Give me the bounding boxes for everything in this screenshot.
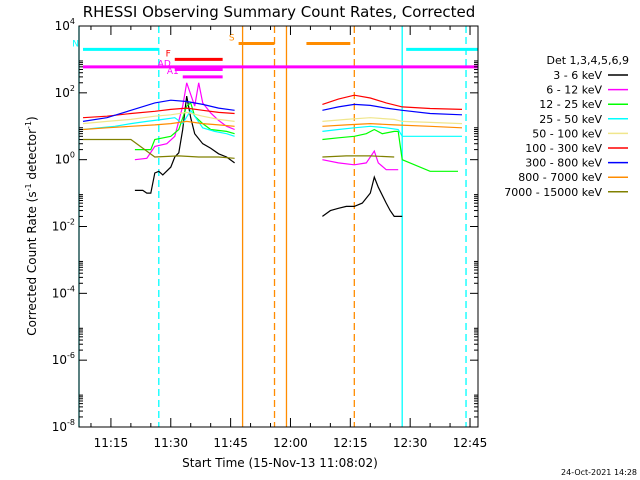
- x-tick-label: 11:45: [213, 436, 248, 450]
- y-tick-label: 104: [55, 17, 75, 33]
- y-axis: 104 102 100 10-2 10-4 10-6 10-8: [52, 17, 478, 434]
- series-7-segment-1: [82, 99, 235, 122]
- legend-label-6: 100 - 300 keV: [525, 142, 602, 155]
- series-5-segment-2: [322, 117, 463, 125]
- series-4-segment-2: [322, 125, 462, 137]
- series-5-segment-1: [82, 111, 235, 125]
- legend-label-2: 6 - 12 keV: [546, 84, 602, 97]
- attenuator-markers: [78, 26, 467, 427]
- legend-label-3: 12 - 25 keV: [539, 98, 602, 111]
- series-3-segment-2: [322, 128, 458, 172]
- legend-label-1: 3 - 6 keV: [553, 69, 602, 82]
- x-tick-label: 12:45: [453, 436, 488, 450]
- series-2-segment-2: [322, 149, 399, 171]
- x-axis: 11:15 11:30 11:45 12:00 12:15 12:30 12:45: [90, 26, 488, 450]
- series-1-segment-1: [134, 95, 235, 194]
- y-tick-label: 10-6: [52, 351, 75, 367]
- series-3-segment-1: [134, 101, 235, 151]
- y-tick-label: 10-8: [52, 418, 75, 434]
- legend-label-4: 25 - 50 keV: [539, 113, 602, 126]
- x-tick-label: 12:15: [333, 436, 368, 450]
- chart-title: RHESSI Observing Summary Count Rates, Co…: [83, 3, 476, 21]
- x-axis-label: Start Time (15-Nov-13 11:08:02): [182, 456, 378, 470]
- annotation-a1-label: A1: [167, 67, 179, 77]
- legend-label-7: 300 - 800 keV: [525, 157, 602, 170]
- legend-label-8: 800 - 7000 keV: [518, 171, 602, 184]
- legend-label-9: 7000 - 15000 keV: [504, 186, 602, 199]
- x-tick-label: 11:15: [94, 436, 129, 450]
- x-tick-label: 12:00: [273, 436, 308, 450]
- series-9-segment-1: [83, 138, 235, 159]
- x-tick-label: 11:30: [153, 436, 188, 450]
- series-4-segment-1: [82, 109, 235, 137]
- y-tick-label: 102: [55, 84, 75, 100]
- y-tick-label: 10-2: [52, 218, 75, 234]
- annotation-f-label: F: [166, 49, 171, 59]
- series-1-segment-2: [322, 175, 403, 217]
- footer-timestamp: 24-Oct-2021 14:28: [561, 468, 637, 477]
- y-tick-label: 10-4: [52, 284, 75, 300]
- y-tick-label: 100: [55, 151, 75, 167]
- legend-title: Det 1,3,4,5,6,9: [546, 54, 629, 67]
- annotation-s-label: S: [229, 33, 235, 43]
- series-8-segment-2: [322, 122, 463, 129]
- y-axis-label: Corrected Count Rate (s-1 detector-1): [24, 116, 39, 335]
- annotation-n-label: N: [72, 39, 79, 49]
- series-9-segment-2: [322, 155, 395, 158]
- annotation-ad-label: AD: [158, 59, 171, 69]
- series-2-segment-1: [134, 82, 235, 161]
- legend-label-5: 50 - 100 keV: [532, 127, 602, 140]
- x-tick-label: 12:30: [393, 436, 428, 450]
- series-6-segment-2: [322, 94, 463, 110]
- series-8-segment-1: [82, 120, 235, 131]
- series-lines: [82, 82, 463, 217]
- series-7-segment-2: [322, 103, 463, 116]
